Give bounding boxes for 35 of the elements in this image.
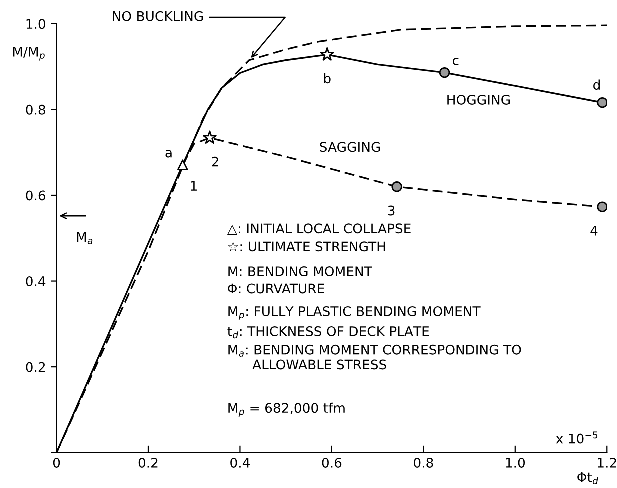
annotation: 2 [212, 156, 218, 167]
x-tick-label: 0.4 [230, 458, 250, 468]
x-tick-label: 0.6 [322, 458, 342, 468]
annotation: M$_{p}$: FULLY PLASTIC BENDING MOMENT [228, 306, 481, 320]
series-label: HOGGING [448, 94, 510, 105]
annotation: t$_{d}$: THICKNESS OF DECK PLATE [228, 326, 430, 339]
text: NO BUCKLING [113, 11, 204, 22]
annotation: Φ: CURVATURE [228, 284, 324, 294]
y-tick-label: 0.2 [26, 362, 46, 372]
annotation: 3 [388, 206, 395, 216]
y-tick-label: 1.0 [26, 19, 46, 30]
x-tick-label: 0.2 [138, 458, 158, 468]
annotation: x 10$^{−5}$ [556, 432, 598, 444]
annotation: M$_{a}$ [77, 232, 93, 244]
annotation: 4 [590, 226, 598, 236]
annotation: M$_{p}$ = 682,000 tfm [228, 402, 345, 418]
x-axis-title: Φt$_{d}$ [578, 472, 598, 484]
annotation: ☆: ULTIMATE STRENGTH [228, 242, 386, 252]
series-label: SAGGING [320, 142, 380, 152]
y-tick-label: 0.8 [26, 104, 46, 115]
x-tick-label: 0 [53, 458, 60, 468]
annotation: △: INITIAL LOCAL COLLAPSE [227, 224, 411, 236]
annotation: a [166, 150, 172, 158]
x-tick-label: 1.0 [506, 458, 526, 468]
x-tick-label: 1.2 [598, 458, 616, 468]
annotation: 1 [191, 181, 197, 191]
annotation: b [324, 73, 331, 84]
y-tick-label: 0.4 [26, 276, 46, 286]
x-tick-label: 0.8 [414, 458, 434, 468]
annotation: c [452, 58, 459, 66]
y-tick-label: 0.6 [26, 190, 46, 201]
annotation: d [594, 80, 600, 90]
annotation: M$_{a}$: BENDING MOMENT CORRESPONDING TO ALLOWABLE STRESS [228, 344, 522, 370]
annotation: M: BENDING MOMENT [228, 266, 372, 277]
y-axis-title: M/M$_{p}$ [13, 47, 45, 61]
